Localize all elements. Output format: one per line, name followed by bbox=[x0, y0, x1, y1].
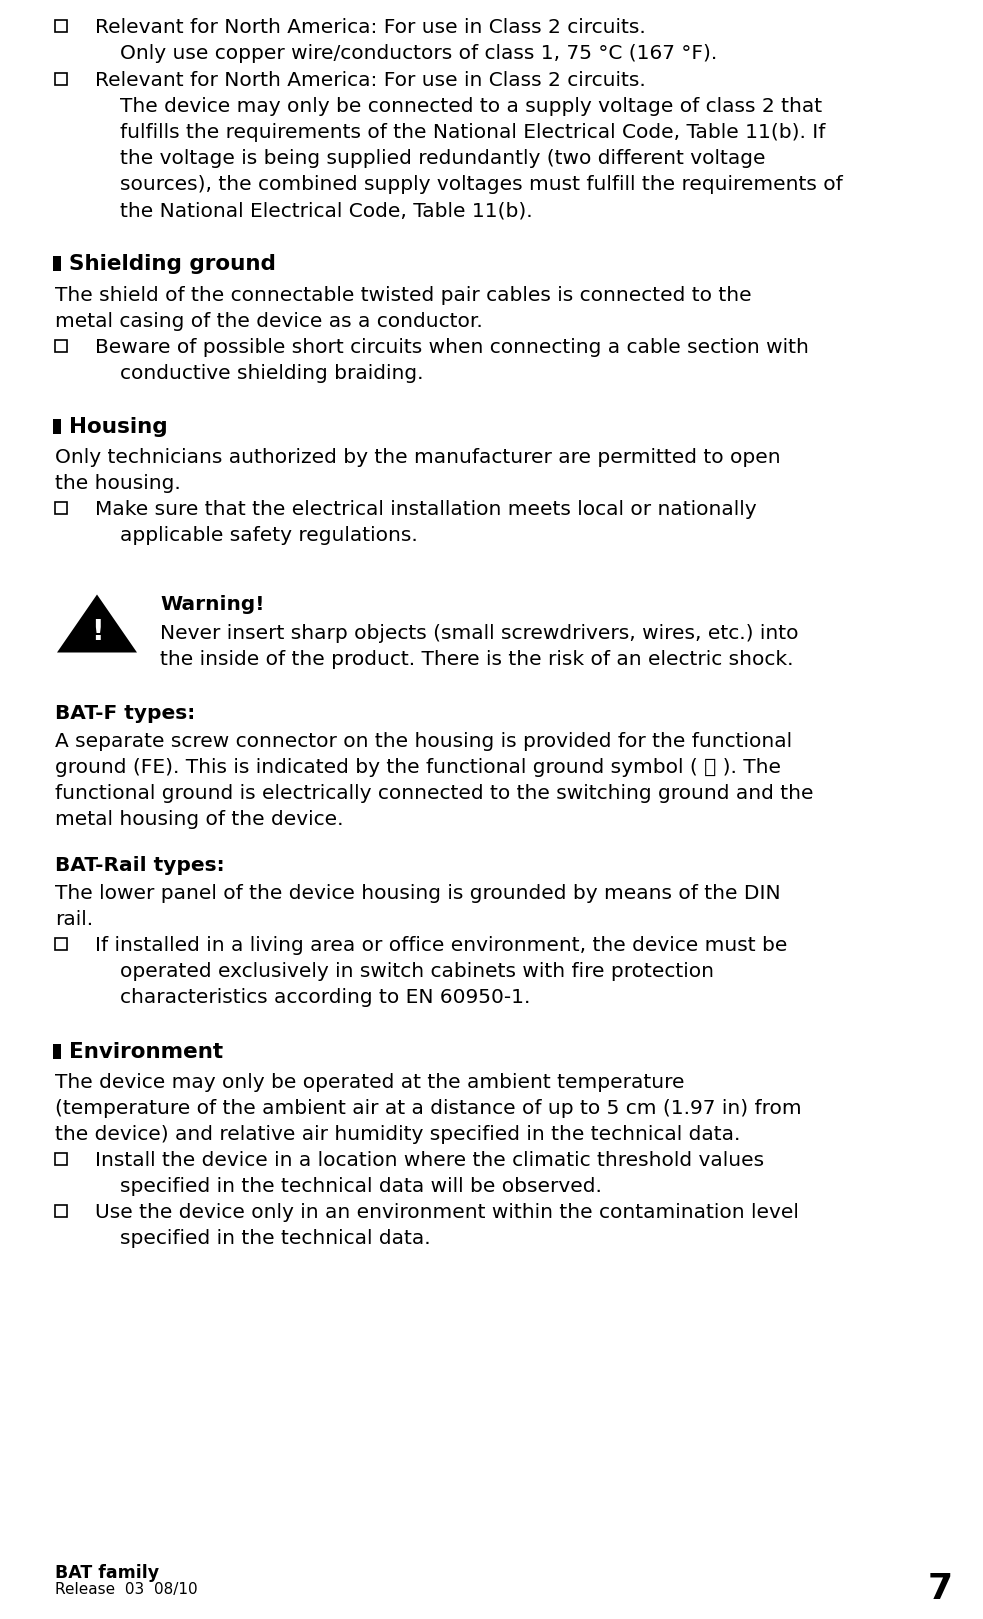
Text: BAT family: BAT family bbox=[55, 1564, 159, 1582]
Polygon shape bbox=[57, 594, 137, 652]
Text: fulfills the requirements of the National Electrical Code, Table 11(b). If: fulfills the requirements of the Nationa… bbox=[120, 123, 826, 142]
Text: metal housing of the device.: metal housing of the device. bbox=[55, 810, 343, 829]
Bar bbox=[53, 256, 61, 272]
Text: Only technicians authorized by the manufacturer are permitted to open: Only technicians authorized by the manuf… bbox=[55, 448, 781, 468]
Bar bbox=[55, 73, 67, 86]
Text: sources), the combined supply voltages must fulfill the requirements of: sources), the combined supply voltages m… bbox=[120, 175, 842, 194]
Bar bbox=[55, 19, 67, 32]
Text: the housing.: the housing. bbox=[55, 474, 181, 494]
Text: rail.: rail. bbox=[55, 910, 93, 929]
Text: Environment: Environment bbox=[69, 1041, 223, 1062]
Text: Release  03  08/10: Release 03 08/10 bbox=[55, 1582, 198, 1596]
Text: Only use copper wire/conductors of class 1, 75 °C (167 °F).: Only use copper wire/conductors of class… bbox=[120, 44, 718, 63]
Text: A separate screw connector on the housing is provided for the functional: A separate screw connector on the housin… bbox=[55, 732, 792, 751]
Text: If installed in a living area or office environment, the device must be: If installed in a living area or office … bbox=[95, 936, 787, 955]
Bar bbox=[55, 340, 67, 351]
Text: Warning!: Warning! bbox=[160, 594, 264, 614]
Text: characteristics according to EN 60950-1.: characteristics according to EN 60950-1. bbox=[120, 989, 531, 1007]
Bar bbox=[53, 1044, 61, 1059]
Text: Housing: Housing bbox=[69, 418, 168, 437]
Bar bbox=[55, 502, 67, 515]
Text: Shielding ground: Shielding ground bbox=[69, 254, 276, 275]
Text: operated exclusively in switch cabinets with fire protection: operated exclusively in switch cabinets … bbox=[120, 962, 714, 981]
Text: Relevant for North America: For use in Class 2 circuits.: Relevant for North America: For use in C… bbox=[95, 18, 646, 37]
Bar bbox=[55, 1205, 67, 1217]
Text: The device may only be connected to a supply voltage of class 2 that: The device may only be connected to a su… bbox=[120, 97, 822, 117]
Text: specified in the technical data will be observed.: specified in the technical data will be … bbox=[120, 1177, 602, 1196]
Text: conductive shielding braiding.: conductive shielding braiding. bbox=[120, 364, 424, 382]
Text: functional ground is electrically connected to the switching ground and the: functional ground is electrically connec… bbox=[55, 784, 814, 803]
Text: !: ! bbox=[90, 618, 103, 646]
Bar bbox=[55, 939, 67, 950]
Text: applicable safety regulations.: applicable safety regulations. bbox=[120, 526, 418, 546]
Text: Relevant for North America: For use in Class 2 circuits.: Relevant for North America: For use in C… bbox=[95, 71, 646, 91]
Bar bbox=[53, 419, 61, 434]
Text: Never insert sharp objects (small screwdrivers, wires, etc.) into: Never insert sharp objects (small screwd… bbox=[160, 625, 798, 643]
Text: The device may only be operated at the ambient temperature: The device may only be operated at the a… bbox=[55, 1073, 684, 1091]
Text: BAT-F types:: BAT-F types: bbox=[55, 704, 196, 722]
Text: Make sure that the electrical installation meets local or nationally: Make sure that the electrical installati… bbox=[95, 500, 757, 520]
Text: Beware of possible short circuits when connecting a cable section with: Beware of possible short circuits when c… bbox=[95, 338, 809, 356]
Text: 7: 7 bbox=[928, 1572, 953, 1606]
Text: The lower panel of the device housing is grounded by means of the DIN: The lower panel of the device housing is… bbox=[55, 884, 781, 903]
Text: The shield of the connectable twisted pair cables is connected to the: The shield of the connectable twisted pa… bbox=[55, 285, 752, 304]
Text: the National Electrical Code, Table 11(b).: the National Electrical Code, Table 11(b… bbox=[120, 201, 533, 220]
Bar bbox=[55, 1153, 67, 1164]
Text: specified in the technical data.: specified in the technical data. bbox=[120, 1229, 431, 1248]
Text: Use the device only in an environment within the contamination level: Use the device only in an environment wi… bbox=[95, 1203, 799, 1222]
Text: metal casing of the device as a conductor.: metal casing of the device as a conducto… bbox=[55, 312, 483, 330]
Text: the device) and relative air humidity specified in the technical data.: the device) and relative air humidity sp… bbox=[55, 1125, 740, 1143]
Text: BAT-Rail types:: BAT-Rail types: bbox=[55, 856, 225, 874]
Text: the inside of the product. There is the risk of an electric shock.: the inside of the product. There is the … bbox=[160, 651, 793, 669]
Text: Install the device in a location where the climatic threshold values: Install the device in a location where t… bbox=[95, 1151, 764, 1171]
Text: (temperature of the ambient air at a distance of up to 5 cm (1.97 in) from: (temperature of the ambient air at a dis… bbox=[55, 1099, 801, 1117]
Text: ground (FE). This is indicated by the functional ground symbol ( ⏚ ). The: ground (FE). This is indicated by the fu… bbox=[55, 758, 781, 777]
Text: the voltage is being supplied redundantly (two different voltage: the voltage is being supplied redundantl… bbox=[120, 149, 766, 168]
